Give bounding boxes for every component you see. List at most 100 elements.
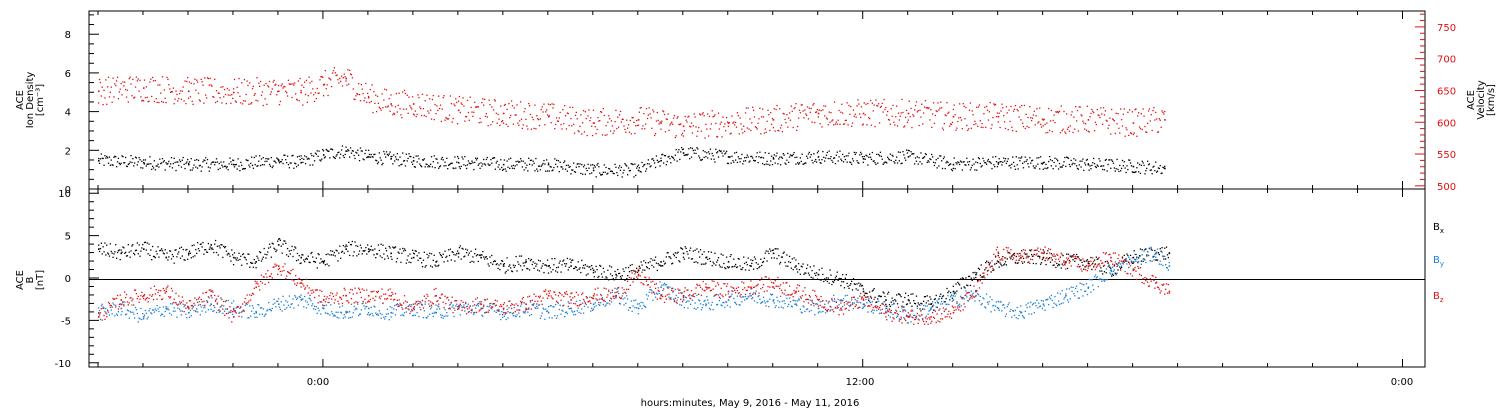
data-point [1113, 264, 1116, 266]
data-point [913, 153, 915, 155]
data-point [701, 306, 703, 309]
data-point [842, 274, 844, 276]
data-point [510, 157, 512, 159]
data-point [613, 130, 615, 132]
data-point [737, 292, 739, 295]
data-point [889, 305, 892, 308]
data-point [509, 312, 511, 314]
data-point [552, 169, 554, 171]
data-point [732, 290, 734, 293]
data-point [627, 266, 630, 269]
data-point [585, 117, 587, 120]
data-point [502, 311, 505, 314]
data-point [899, 294, 901, 296]
data-point [986, 109, 989, 111]
data-point [829, 157, 831, 160]
data-point [1161, 110, 1163, 112]
data-point [922, 123, 924, 125]
data-point [130, 250, 132, 252]
data-point [277, 244, 280, 246]
data-point [1116, 123, 1118, 125]
data-point [913, 109, 916, 111]
data-point [445, 256, 447, 259]
data-point [578, 130, 580, 133]
data-point [890, 159, 892, 162]
data-point [529, 301, 532, 303]
data-point [291, 155, 293, 157]
data-point [389, 151, 391, 153]
data-point [1156, 171, 1158, 173]
data-point [339, 245, 341, 247]
data-point [444, 250, 446, 252]
data-point [447, 315, 449, 317]
data-point [696, 294, 698, 296]
data-point [566, 112, 569, 114]
data-point [174, 310, 176, 312]
data-point [639, 267, 641, 269]
data-point [300, 91, 303, 94]
data-point [199, 243, 201, 246]
data-point [508, 102, 510, 105]
data-point [482, 315, 484, 317]
data-point [1039, 256, 1041, 258]
data-point [709, 148, 712, 150]
data-point [598, 120, 600, 122]
data-point [868, 156, 870, 158]
data-point [759, 265, 761, 268]
data-point [1102, 168, 1104, 171]
data-point [731, 266, 733, 268]
data-point [244, 304, 246, 306]
data-point [101, 253, 103, 255]
data-point [1057, 300, 1060, 302]
data-point [366, 253, 368, 255]
data-point [268, 158, 270, 160]
data-point [909, 115, 911, 118]
data-point [219, 167, 221, 170]
data-point [468, 252, 470, 254]
data-point [797, 271, 799, 273]
data-point [125, 313, 128, 315]
data-point [1033, 253, 1035, 256]
data-point [770, 111, 772, 114]
data-point [926, 295, 928, 297]
data-point [694, 149, 696, 151]
data-point [924, 100, 927, 102]
data-point [497, 267, 499, 270]
data-point [540, 267, 542, 269]
data-point [514, 114, 516, 116]
data-point [147, 316, 149, 318]
data-point [1012, 110, 1015, 112]
data-point [385, 250, 388, 252]
data-point [525, 261, 527, 263]
data-point [963, 161, 965, 163]
data-point [347, 250, 349, 252]
data-point [344, 316, 346, 318]
data-point [726, 266, 729, 268]
data-point [576, 269, 578, 271]
data-point [1066, 253, 1068, 255]
data-point [621, 176, 623, 178]
data-point [287, 79, 290, 81]
data-point [651, 264, 653, 267]
data-point [1022, 316, 1025, 318]
data-point [169, 91, 172, 93]
data-point [829, 305, 831, 308]
data-point [432, 259, 434, 262]
data-point [986, 160, 989, 162]
data-point [708, 307, 711, 309]
data-point [536, 168, 538, 170]
data-point [431, 166, 434, 168]
data-point [313, 308, 315, 310]
data-point [1048, 258, 1050, 260]
data-point [443, 315, 445, 318]
data-point [183, 163, 185, 166]
data-point [842, 161, 845, 163]
data-point [277, 90, 280, 93]
data-point [407, 157, 409, 160]
data-point [985, 261, 987, 264]
data-point [1115, 168, 1117, 170]
data-point [429, 109, 432, 111]
data-point [635, 125, 637, 127]
data-point [1134, 258, 1136, 261]
data-point [286, 155, 289, 157]
